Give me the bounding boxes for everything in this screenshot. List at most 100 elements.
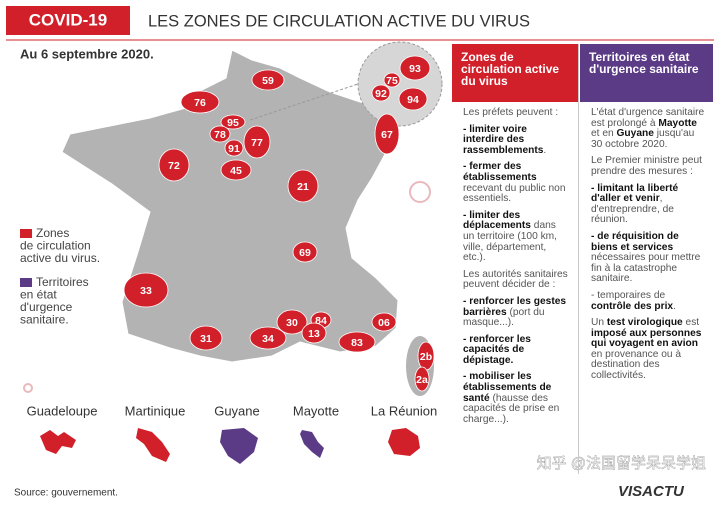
overseas-name: Martinique xyxy=(125,403,186,418)
bold-text: - de réquisition de biens et services xyxy=(591,230,679,253)
badge-text: COVID-19 xyxy=(29,10,107,29)
department-label: 13 xyxy=(308,328,320,340)
overseas-name: La Réunion xyxy=(371,403,438,418)
paragraph: Un test virologique est imposé aux perso… xyxy=(591,317,705,382)
panel-body: L'état d'urgence sanitaire est prolongé … xyxy=(580,102,713,382)
text: - temporaires de xyxy=(591,289,666,301)
department-label: 84 xyxy=(315,315,327,327)
department-label: 93 xyxy=(409,63,421,75)
paragraph: - limiter des déplacements dans un terri… xyxy=(463,209,570,264)
department-label: 95 xyxy=(227,117,239,129)
text: et en xyxy=(591,128,617,140)
text: (hausse des capacités de prise en charge… xyxy=(463,392,560,425)
text: Le Premier ministre peut prendre des mes… xyxy=(591,155,702,177)
department-label: 83 xyxy=(351,337,363,349)
department-label: 76 xyxy=(194,97,206,109)
panel-title: Zones de circulation active du virus xyxy=(452,44,578,102)
text: L'état d'urgence sanitaire est prolongé … xyxy=(591,107,705,129)
department-label: 31 xyxy=(200,333,212,345)
legend-label: en état xyxy=(20,288,57,302)
text: , d'entreprendre, de réunion. xyxy=(591,193,674,226)
overseas-name: Guadeloupe xyxy=(27,403,98,418)
text: en provenance ou à destination des colle… xyxy=(591,348,682,382)
bold-text: - mobiliser les établissements de santé xyxy=(463,371,552,404)
inset-connector xyxy=(249,83,359,121)
text: Les préfets peuvent : xyxy=(463,107,559,118)
legend-swatch-zones xyxy=(20,229,32,238)
zone xyxy=(189,325,223,351)
panel-emergency: Territoires en état d'urgence sanitaire … xyxy=(580,44,713,474)
text: est xyxy=(682,317,700,329)
zone xyxy=(123,272,169,308)
panel-zones: Zones de circulation active du virus Les… xyxy=(452,44,579,474)
paragraph: Les préfets peuvent : xyxy=(463,107,570,119)
zone xyxy=(374,113,400,155)
paragraph: Les autorités sanitaires peuvent décider… xyxy=(463,269,570,291)
department-label: 72 xyxy=(168,160,180,172)
department-label: 06 xyxy=(378,317,390,329)
bold-text: contrôle des prix xyxy=(591,300,674,312)
paragraph: - renforcer les gestes barrières (port d… xyxy=(463,296,570,329)
overseas-shape xyxy=(388,428,420,456)
legend-swatch-emergency xyxy=(20,278,32,287)
legend-label: Zones xyxy=(36,226,69,240)
legend-label: de circulation xyxy=(20,239,91,253)
bold-text: - fermer des établissements xyxy=(463,161,537,183)
zone xyxy=(399,55,431,81)
title: LES ZONES DE CIRCULATION ACTIVE DU VIRUS xyxy=(148,12,530,30)
legend-label: active du virus. xyxy=(20,251,100,265)
paragraph: - temporaires de contrôle des prix. xyxy=(591,289,705,312)
zone xyxy=(287,169,319,203)
department-label: 91 xyxy=(228,143,240,155)
overseas-shape xyxy=(136,428,170,462)
zone xyxy=(301,322,327,344)
paragraph: - renforcer les capacités de dépistage. xyxy=(463,334,570,367)
zone xyxy=(251,69,285,91)
bold-text: - limiter des déplacements xyxy=(463,209,531,232)
text: Un xyxy=(591,317,607,329)
department-label: 45 xyxy=(230,165,242,177)
zone xyxy=(371,84,391,102)
zone xyxy=(292,241,318,263)
text: . xyxy=(543,144,547,156)
department-label: 92 xyxy=(375,88,387,100)
paris-inset xyxy=(357,41,443,127)
department-label: 77 xyxy=(251,137,263,149)
source: Source: gouvernement. xyxy=(14,488,118,499)
zone xyxy=(180,90,220,114)
department-label: 78 xyxy=(214,129,226,141)
department-label: 2a xyxy=(416,374,428,386)
department-label: 21 xyxy=(297,181,309,193)
overseas-name: Mayotte xyxy=(293,403,339,418)
overseas-shape xyxy=(300,430,324,458)
panel-title: Territoires en état d'urgence sanitaire xyxy=(580,44,713,102)
department-label: 30 xyxy=(286,317,298,329)
badge xyxy=(6,6,130,35)
paragraph: Le Premier ministre peut prendre des mes… xyxy=(591,156,705,177)
zone xyxy=(398,87,428,111)
paragraph: L'état d'urgence sanitaire est prolongé … xyxy=(591,107,705,150)
virus-icon xyxy=(23,181,431,393)
zone xyxy=(338,331,376,353)
bold-text: imposé aux personnes qui voyagent en avi… xyxy=(591,327,702,350)
text: jusqu'au 30 octobre 2020. xyxy=(591,128,695,150)
bold-text: - limiter voire interdire des rassemblem… xyxy=(463,123,544,156)
panel-body: Les préfets peuvent : - limiter voire int… xyxy=(452,102,578,425)
zone xyxy=(249,326,287,350)
department-label: 94 xyxy=(407,94,419,106)
zone xyxy=(220,159,252,181)
paragraph: - limitant la liberté d'aller et venir, … xyxy=(591,183,705,226)
department-label: 67 xyxy=(381,129,393,141)
zone xyxy=(383,72,401,88)
text: dans un territoire (100 km, ville, dépar… xyxy=(463,220,557,264)
zone xyxy=(158,148,190,182)
paragraph: - limiter voire interdire des rassemblem… xyxy=(463,123,570,157)
bold-text: Guyane xyxy=(616,128,654,140)
zone xyxy=(243,125,271,159)
paragraph: - mobiliser les établissements de santé … xyxy=(463,372,570,425)
overseas-shape xyxy=(40,430,76,454)
overseas-name: Guyane xyxy=(214,403,260,418)
text: . xyxy=(673,300,676,312)
